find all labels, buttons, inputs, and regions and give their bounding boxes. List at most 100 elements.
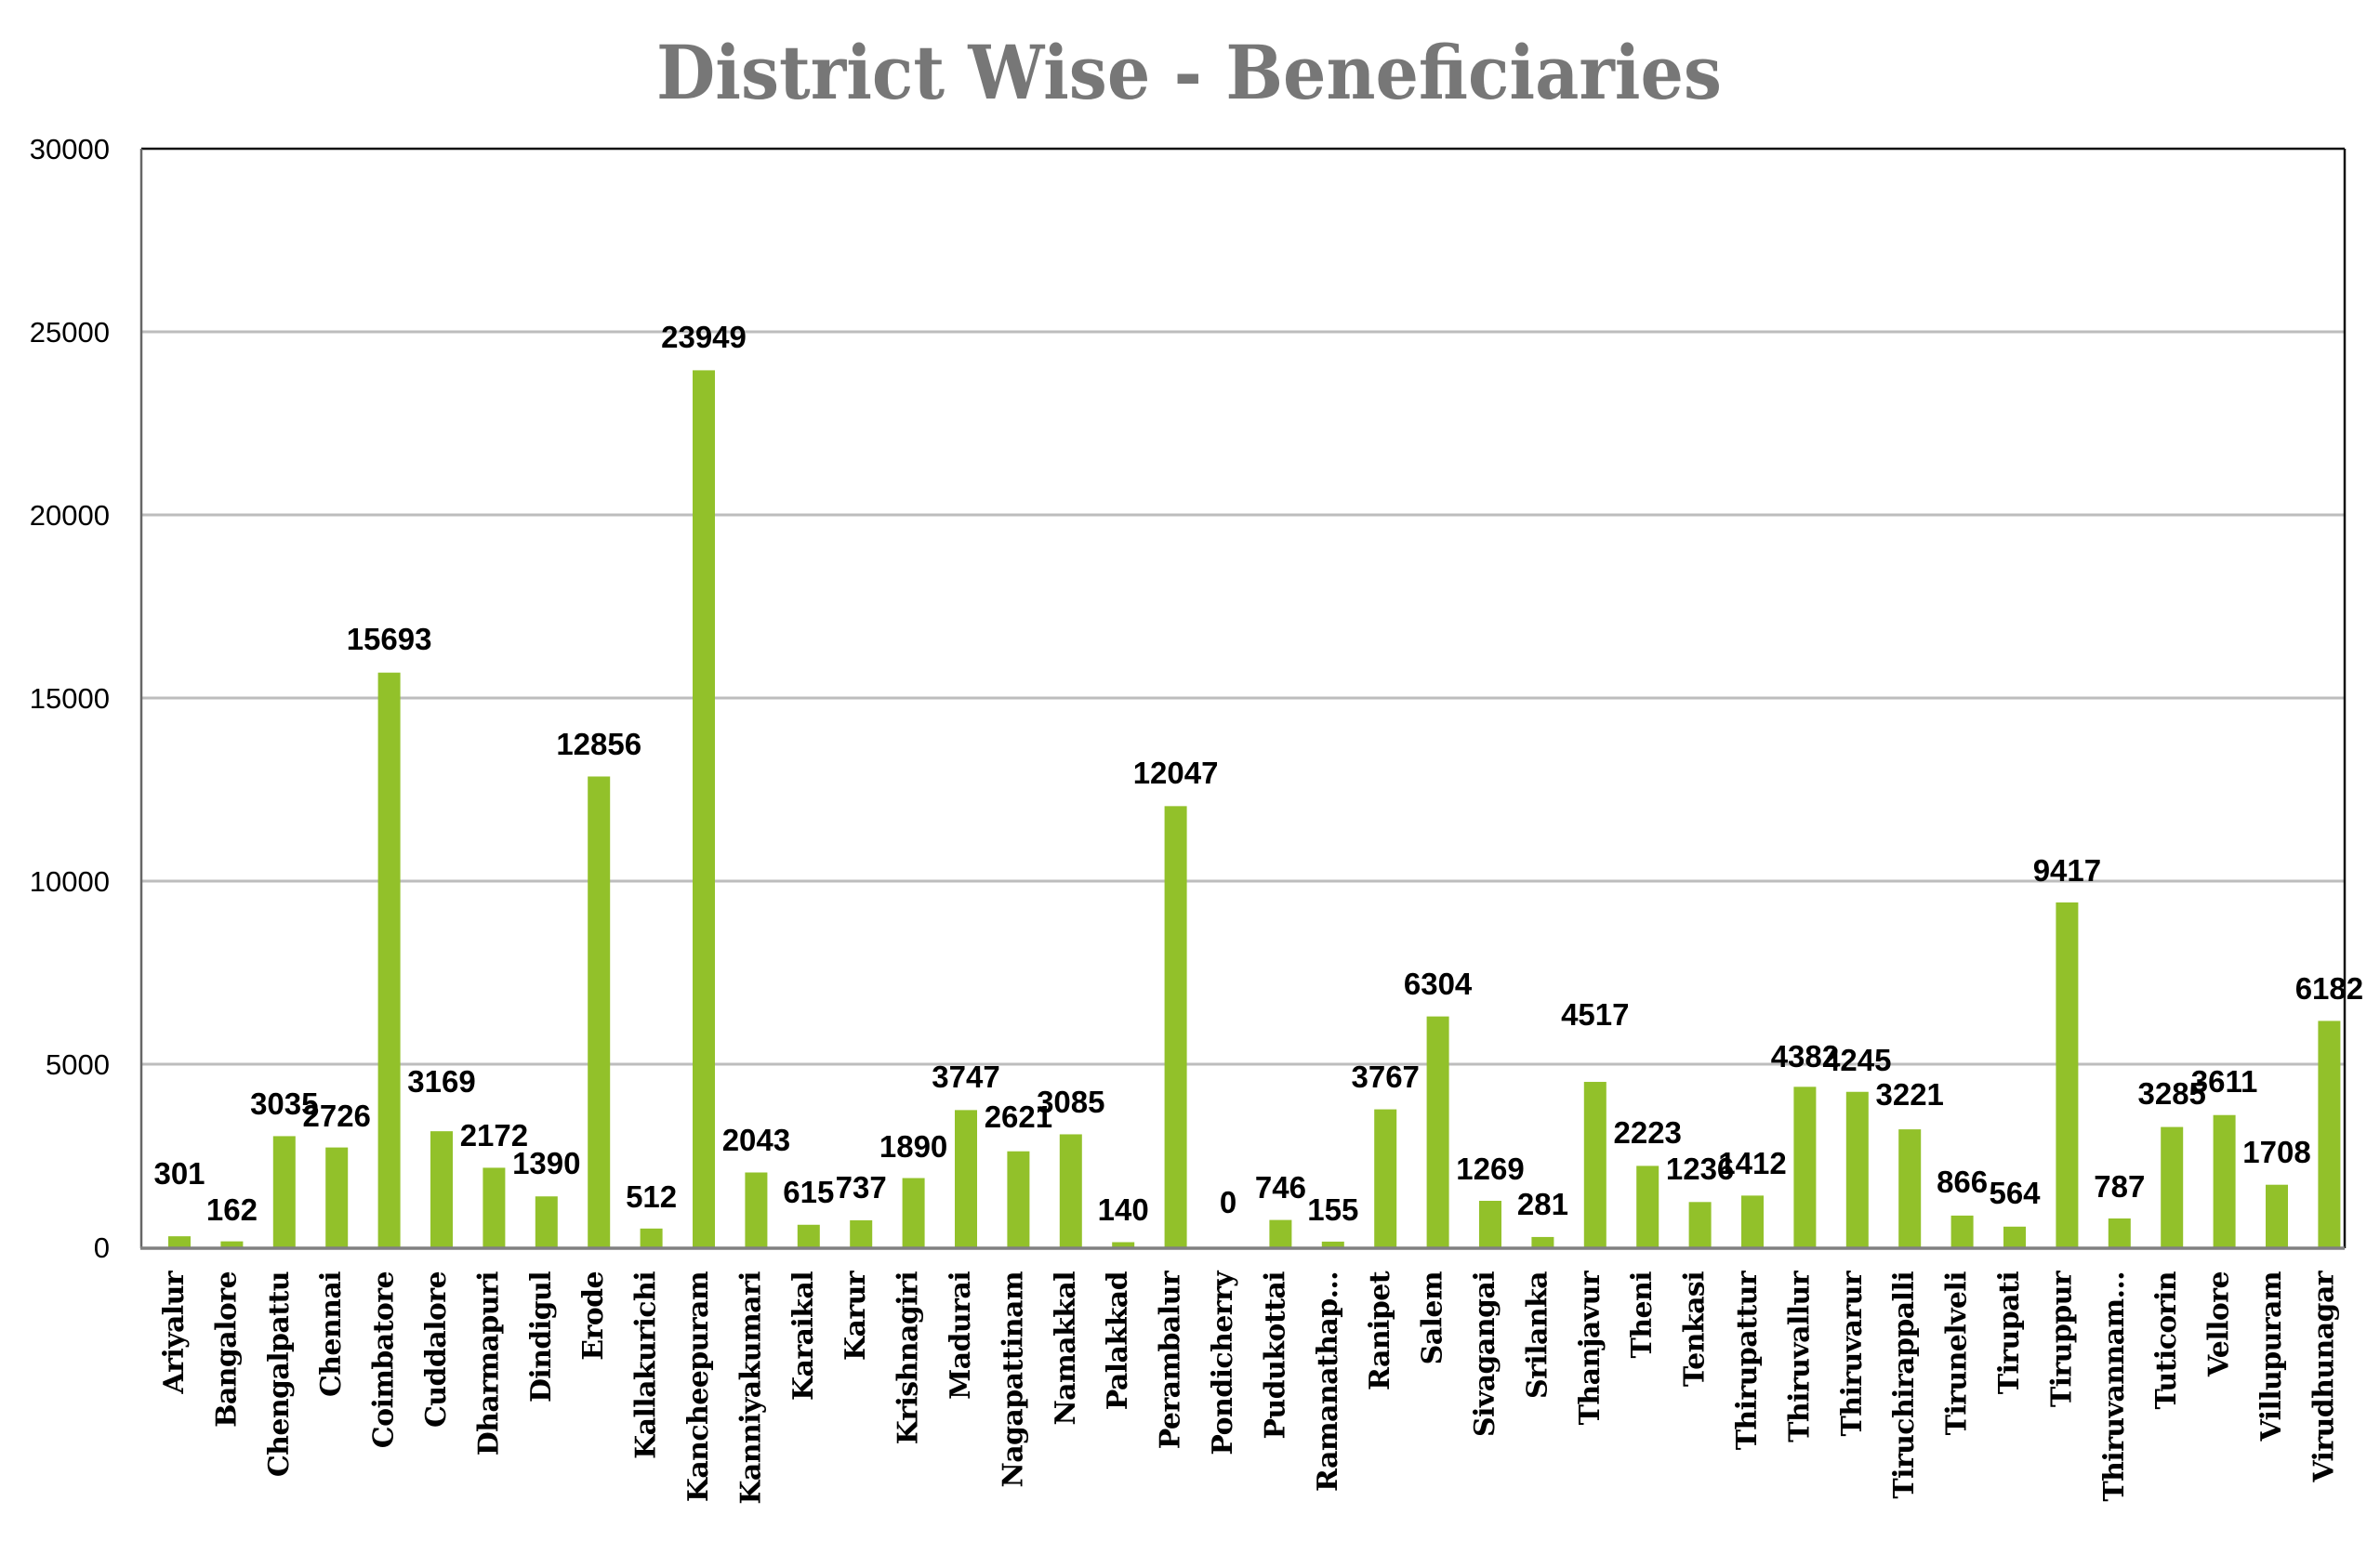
data-label: 3169: [407, 1064, 475, 1099]
bar: [2213, 1114, 2236, 1247]
bar: [1688, 1202, 1712, 1247]
x-tick-label: Thanjavur: [1574, 1270, 1606, 1425]
x-tick-label: Ranipet: [1364, 1271, 1396, 1390]
bar: [2318, 1021, 2341, 1247]
data-label: 12856: [556, 727, 641, 761]
x-tick-label: Tenkasi: [1679, 1271, 1712, 1387]
bar: [2161, 1126, 2184, 1247]
y-axis-ticks: 0 5000 10000 15000 20000 25000 30000: [30, 133, 110, 1264]
x-tick-label: Tirupati: [1993, 1271, 2026, 1394]
x-tick-label: Coimbatore: [368, 1271, 401, 1448]
bar: [1636, 1166, 1659, 1247]
bar: [1059, 1134, 1082, 1247]
data-label: 6182: [2295, 971, 2363, 1006]
bar: [1845, 1091, 1869, 1247]
bar: [1007, 1151, 1030, 1247]
data-label: 3285: [2137, 1076, 2205, 1111]
data-label: 615: [783, 1175, 834, 1209]
data-label: 9417: [2033, 853, 2101, 888]
x-axis-labels: Ariyalur Bangalore Chengalpattu Chennai Coim…: [158, 1270, 2340, 1505]
bar: [1583, 1082, 1606, 1247]
data-label: 2043: [722, 1123, 790, 1157]
chart-title: District Wise - Beneficiaries: [656, 29, 1722, 116]
data-label: 1708: [2242, 1135, 2310, 1169]
data-label: 162: [206, 1192, 258, 1227]
data-label: 281: [1517, 1187, 1568, 1221]
data-label: 23949: [661, 320, 747, 354]
data-label: 15693: [347, 622, 432, 656]
data-label: 3035: [250, 1086, 318, 1121]
y-tick-label: 5000: [46, 1048, 110, 1081]
x-tick-label: Dharmapuri: [472, 1271, 505, 1455]
x-tick-label: Nagapattinam: [997, 1271, 1029, 1487]
bar: [745, 1172, 768, 1247]
data-label: 0: [1220, 1185, 1236, 1219]
bar: [1741, 1195, 1764, 1247]
y-tick-label: 20000: [30, 499, 110, 532]
data-label: 12047: [1133, 756, 1219, 790]
x-tick-label: Thirupattur: [1731, 1270, 1764, 1450]
bar: [1793, 1086, 1817, 1247]
data-label: 3085: [1037, 1085, 1104, 1119]
x-tick-label: Vellore: [2203, 1271, 2236, 1377]
x-tick-label: Thiruvannam…: [2098, 1271, 2131, 1502]
x-tick-label: Erode: [577, 1271, 610, 1361]
x-tick-label: Tiruchirappalli: [1888, 1271, 1921, 1499]
bar: [902, 1178, 925, 1247]
bar: [588, 776, 611, 1247]
bar: [1479, 1201, 1501, 1247]
data-label: 155: [1307, 1192, 1358, 1227]
y-tick-label: 10000: [30, 865, 110, 898]
x-tick-label: Kanniyakumari: [734, 1271, 767, 1505]
x-tick-label: Tiruppur: [2045, 1270, 2078, 1407]
bar: [168, 1236, 191, 1247]
x-tick-label: Salem: [1417, 1271, 1449, 1364]
gridlines: [141, 330, 2345, 1066]
bar: [1898, 1129, 1922, 1247]
data-label: 3747: [932, 1060, 999, 1094]
x-tick-label: Thiruvallur: [1783, 1270, 1816, 1442]
bar: [377, 672, 401, 1247]
data-label: 2172: [460, 1118, 528, 1152]
x-tick-label: Karur: [840, 1270, 872, 1361]
x-tick-label: Palakkad: [1102, 1271, 1134, 1410]
data-label: 866: [1937, 1165, 1988, 1199]
bar: [797, 1224, 820, 1247]
x-tick-label: Perambalur: [1155, 1270, 1187, 1449]
y-tick-label: 15000: [30, 682, 110, 715]
x-tick-label: Cuddalore: [420, 1271, 453, 1428]
data-label: 1236: [1666, 1152, 1734, 1186]
x-tick-label: Bangalore: [210, 1271, 243, 1428]
x-tick-label: Chennai: [315, 1271, 348, 1397]
y-tick-label: 0: [94, 1231, 110, 1264]
x-tick-label: Tirunelveli: [1941, 1271, 1974, 1436]
bar: [2266, 1184, 2288, 1247]
data-label: 301: [153, 1156, 205, 1191]
data-label: 1890: [879, 1129, 947, 1164]
bar: [955, 1110, 977, 1247]
x-tick-label: Tuticorin: [2150, 1271, 2183, 1409]
bar: [1374, 1109, 1397, 1247]
bar: [272, 1136, 296, 1247]
data-label: 737: [836, 1170, 887, 1205]
bar: [2003, 1226, 2026, 1247]
bar: [1321, 1241, 1344, 1247]
x-tick-label: Karaikal: [787, 1271, 820, 1401]
bar: [1950, 1215, 1974, 1247]
bar: [2056, 902, 2079, 1247]
bar: [640, 1228, 663, 1247]
data-label: 2726: [302, 1099, 370, 1133]
data-label: 3221: [1875, 1077, 1943, 1112]
x-tick-label: Virudhunagar: [2307, 1270, 2340, 1482]
x-tick-label: Dindigul: [525, 1271, 558, 1403]
bar: [483, 1167, 506, 1247]
x-tick-label: Kallakurichi: [630, 1271, 663, 1459]
x-tick-label: Ramanathap…: [1312, 1271, 1344, 1492]
data-label: 4382: [1771, 1039, 1839, 1073]
data-label: 787: [2094, 1169, 2145, 1204]
data-label: 1412: [1718, 1146, 1786, 1180]
x-tick-label: Kancheepuram: [682, 1271, 715, 1502]
x-tick-label: Chengalpattu: [263, 1271, 296, 1477]
